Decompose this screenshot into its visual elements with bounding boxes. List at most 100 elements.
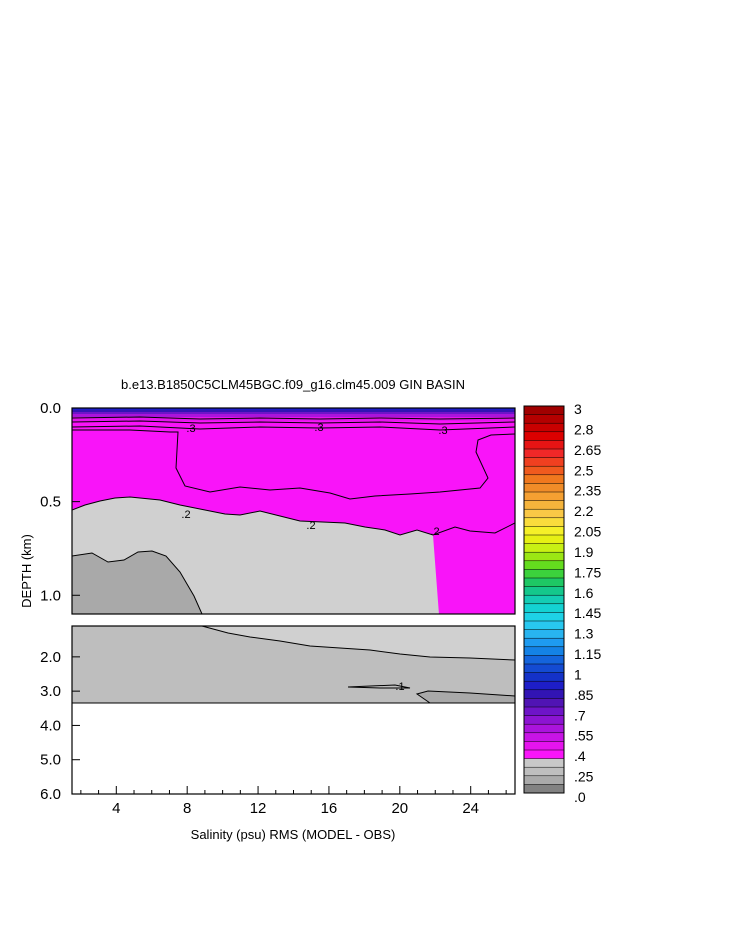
colorbar-label: 2.35 [574,483,601,499]
colorbar-swatch [524,535,564,544]
colorbar-swatch [524,552,564,562]
y-tick-label: 6.0 [40,786,61,803]
y-tick-label: 1.0 [40,587,61,604]
colorbar-label: 2.2 [574,503,594,519]
colorbar-swatch [524,414,564,424]
y-tick-label: 0.0 [40,400,61,417]
colorbar-swatch [524,449,564,458]
contour-label: .2 [181,509,190,521]
contour-label: .2 [430,526,439,538]
colorbar-swatch [524,698,564,708]
colorbar-label: .7 [574,707,586,723]
colorbar-label: 2.5 [574,462,594,478]
colorbar-swatch [524,707,564,716]
colorbar-label: 2.65 [574,442,601,458]
field-dark-gray [72,551,202,614]
y-tick-label: 5.0 [40,752,61,769]
colorbar-swatch [524,784,564,794]
colorbar-swatch [524,629,564,639]
contour-label: .2 [306,520,315,532]
contour-label: .3 [314,422,323,434]
colorbar-swatch [524,500,564,510]
upper-panel [71,407,516,615]
colorbar-swatch [524,595,564,605]
contour-line-surface-1 [72,416,515,420]
colorbar-swatch [524,655,564,665]
colorbar-swatch [524,767,564,777]
colorbar-swatch [524,732,564,742]
upper-y-axis: 0.0 0.5 1.0 [40,400,80,604]
x-tick-label: 16 [321,800,338,817]
y-axis-label: DEPTH (km) [19,534,34,608]
colorbar-label: 1.75 [574,564,601,580]
colorbar-label: 1.45 [574,605,601,621]
colorbar-label: 1.3 [574,626,594,642]
colorbar-label: 1 [574,666,582,682]
contour-line-0.3 [72,429,515,500]
x-axis-label: Salinity (psu) RMS (MODEL - OBS) [191,827,396,842]
surface-stripe-4 [72,414,515,417]
colorbar-swatch [524,560,564,570]
field-magenta [72,408,515,614]
surface-stripe-1 [72,408,515,410]
contour-line-0.2 [72,496,515,536]
colorbar-label: 2.05 [574,524,601,540]
colorbar-label: .85 [574,687,594,703]
colorbar-swatch [524,526,564,536]
contour-line-surface-3 [72,425,515,431]
x-tick-label: 20 [391,800,408,817]
contour-line-surface-2 [72,420,515,425]
colorbar-swatch [524,664,564,673]
colorbar-label: 2.8 [574,421,594,437]
surface-stripe-3 [72,412,515,414]
x-tick-label: 8 [183,800,191,817]
colorbar-label: 3 [574,401,582,417]
colorbar-swatch [524,724,564,734]
colorbar-swatch [524,431,564,441]
colorbar-swatch [524,440,564,450]
contour-line-0.15 [72,550,203,614]
colorbar-swatch [524,517,564,527]
colorbar-label: .25 [574,769,594,785]
colorbar-labels: 3 2.8 2.65 2.5 2.35 2.2 2.05 1.9 1.75 1.6 1.45 1.3 1… [574,401,601,805]
colorbar-label: 1.15 [574,646,601,662]
colorbar-swatch [524,750,564,759]
x-tick-label: 24 [462,800,479,817]
y-tick-label: 0.5 [40,494,61,511]
y-tick-label: 4.0 [40,717,61,734]
upper-panel-frame [71,407,516,615]
colorbar-swatch [524,612,564,622]
colorbar [523,405,565,794]
colorbar-swatch [524,758,564,768]
colorbar-swatch [524,681,564,691]
colorbar-swatch [524,492,564,501]
colorbar-swatch [524,586,564,596]
colorbar-swatch [524,775,564,785]
contour-line-deep-0.15b [415,690,515,704]
colorbar-swatch [524,474,564,484]
lower-panel [71,625,516,795]
colorbar-label: .0 [574,789,586,805]
colorbar-swatch [524,741,564,751]
colorbar-label: 1.6 [574,585,594,601]
colorbar-swatch [524,457,564,467]
field-dark-gray-deep [417,691,515,703]
y-tick-label: 3.0 [40,683,61,700]
colorbar-swatch [524,483,564,493]
x-tick-label: 12 [250,800,267,817]
colorbar-swatch [524,646,564,656]
colorbar-swatch [524,569,564,579]
colorbar-label: .4 [574,748,586,764]
colorbar-swatch [524,423,564,433]
colorbar-swatch [524,621,564,630]
y-tick-label: 2.0 [40,649,61,666]
chart-title: b.e13.B1850C5CLM45BGC.f09_g16.clm45.009 … [121,377,465,392]
contour-label: .3 [438,425,447,437]
colorbar-label: 1.9 [574,544,594,560]
colorbar-swatch [524,406,564,415]
colorbar-swatch [524,578,564,587]
lower-y-axis: 2.0 3.0 4.0 5.0 6.0 [40,649,80,803]
surface-stripe-2 [72,410,515,412]
colorbar-swatch [524,466,564,476]
contour-line-0.1 [347,684,411,689]
